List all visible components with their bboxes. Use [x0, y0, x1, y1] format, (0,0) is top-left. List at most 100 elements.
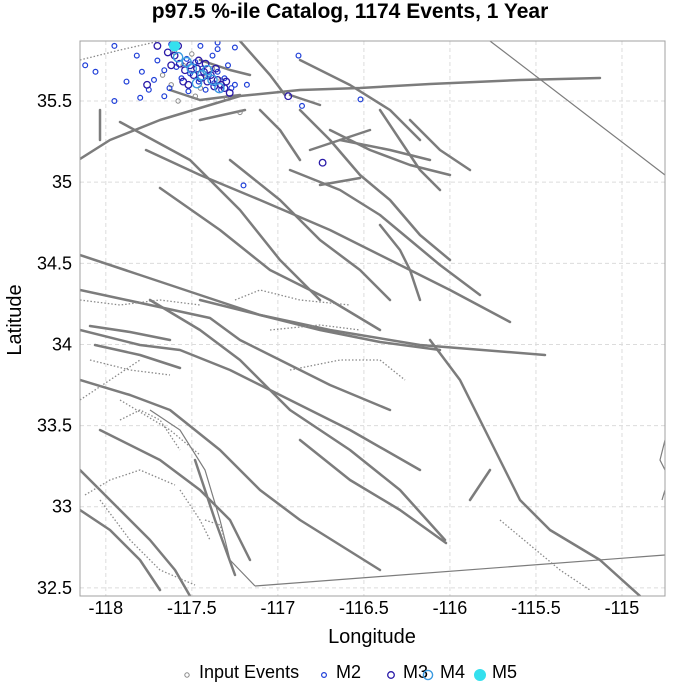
fault-trace-dotted	[269, 324, 361, 331]
fault-trace-dotted	[179, 489, 211, 541]
fault-trace	[428, 338, 642, 596]
point-m2	[137, 94, 144, 101]
fault-trace	[228, 158, 392, 302]
fault-trace-dotted	[89, 359, 171, 376]
y-axis-label: Latitude	[4, 284, 26, 355]
y-tick-label: 32.5	[37, 578, 72, 598]
point-m3	[194, 56, 203, 65]
point-m3	[225, 88, 234, 97]
point-m2	[166, 85, 173, 92]
point-m2	[154, 57, 161, 64]
point-m2	[111, 97, 118, 104]
point-m4	[207, 74, 218, 86]
point-m5	[169, 41, 181, 52]
x-axis-label: Longitude	[328, 626, 416, 648]
point-m2	[209, 52, 216, 59]
point-m2	[214, 46, 221, 53]
point-m3	[203, 77, 212, 86]
fault-trace	[288, 168, 482, 297]
fault-trace	[88, 324, 172, 342]
point-input-events	[175, 98, 181, 104]
chart-title: p97.5 %-ile Catalog, 1174 Events, 1 Year	[152, 0, 549, 23]
event-points	[82, 41, 364, 189]
legend-marker	[474, 669, 486, 681]
fault-trace-dotted	[119, 409, 181, 451]
y-tick-label: 34.5	[37, 253, 72, 273]
x-axis-ticks: -118 -117.5 -117 -116.5 -116 -115.5 -115	[88, 598, 639, 618]
legend-label: Input Events	[199, 662, 299, 682]
y-tick-label: 35.5	[37, 91, 72, 111]
fault-trace	[148, 298, 447, 542]
point-m3	[211, 64, 220, 73]
point-m2	[123, 78, 130, 85]
x-tick-label: -116	[433, 598, 468, 618]
fault-trace-dotted	[289, 359, 406, 381]
point-m2	[231, 81, 238, 88]
fault-trace	[308, 128, 372, 152]
fault-trace	[193, 458, 237, 577]
fault-trace-dotted	[80, 299, 201, 306]
fault-trace	[80, 328, 422, 472]
point-m2	[161, 93, 168, 100]
point-m2	[202, 86, 209, 93]
fault-trace	[288, 93, 322, 107]
x-tick-label: -115.5	[511, 598, 561, 618]
point-input-events	[159, 72, 166, 78]
point-m2	[214, 41, 221, 46]
legend-item: Input Events	[184, 662, 299, 682]
y-tick-label: 35	[52, 172, 72, 192]
fault-trace-dotted	[99, 499, 196, 586]
y-tick-label: 33.5	[37, 416, 72, 436]
x-tick-label: -116.5	[339, 598, 389, 618]
point-m3	[284, 92, 293, 101]
point-m3	[193, 64, 201, 73]
point-m3	[184, 80, 193, 89]
point-m3	[163, 48, 172, 57]
y-tick-label: 33	[52, 497, 72, 517]
point-m3	[199, 67, 208, 76]
fault-trace	[168, 88, 242, 102]
x-tick-label: -115	[605, 598, 640, 618]
plot-frame	[79, 40, 666, 597]
fault-trace	[338, 138, 432, 162]
point-m2	[82, 62, 89, 69]
point-m4	[201, 64, 213, 76]
fault-trace-thin	[149, 409, 256, 587]
point-m2	[92, 68, 99, 75]
fault-trace	[93, 343, 182, 370]
fault-trace	[118, 120, 322, 302]
x-tick-label: -117.5	[167, 598, 217, 618]
fault-trace-dotted	[119, 399, 201, 456]
fault-lines	[80, 41, 665, 596]
legend-item: M3	[387, 662, 428, 682]
fault-trace	[378, 223, 422, 302]
fault-trace	[144, 148, 512, 324]
legend-label: M3	[403, 662, 428, 682]
point-m3	[186, 61, 195, 70]
legend-marker	[321, 671, 328, 678]
legend-label: M4	[440, 662, 465, 682]
legend-label: M5	[492, 662, 517, 682]
fault-trace	[238, 41, 287, 97]
point-m3	[170, 51, 179, 60]
point-m2	[357, 96, 364, 103]
point-m3	[153, 41, 162, 50]
x-tick-label: -118	[88, 598, 123, 618]
fault-trace-thin	[489, 41, 665, 176]
point-input-events	[237, 109, 243, 116]
x-tick-label: -117	[261, 598, 296, 618]
legend-item: M4	[422, 662, 465, 682]
point-m4	[191, 77, 203, 89]
point-m3	[167, 61, 176, 70]
y-tick-label: 34	[52, 334, 72, 354]
legend-item: M5	[474, 662, 517, 682]
fault-trace	[298, 438, 448, 545]
point-m2	[243, 81, 250, 88]
point-m4	[186, 63, 198, 74]
fault-trace-thin	[659, 439, 665, 471]
fault-trace-thin	[254, 554, 665, 587]
fault-trace	[328, 128, 452, 177]
fault-trace	[408, 118, 472, 172]
fault-trace	[80, 468, 192, 596]
